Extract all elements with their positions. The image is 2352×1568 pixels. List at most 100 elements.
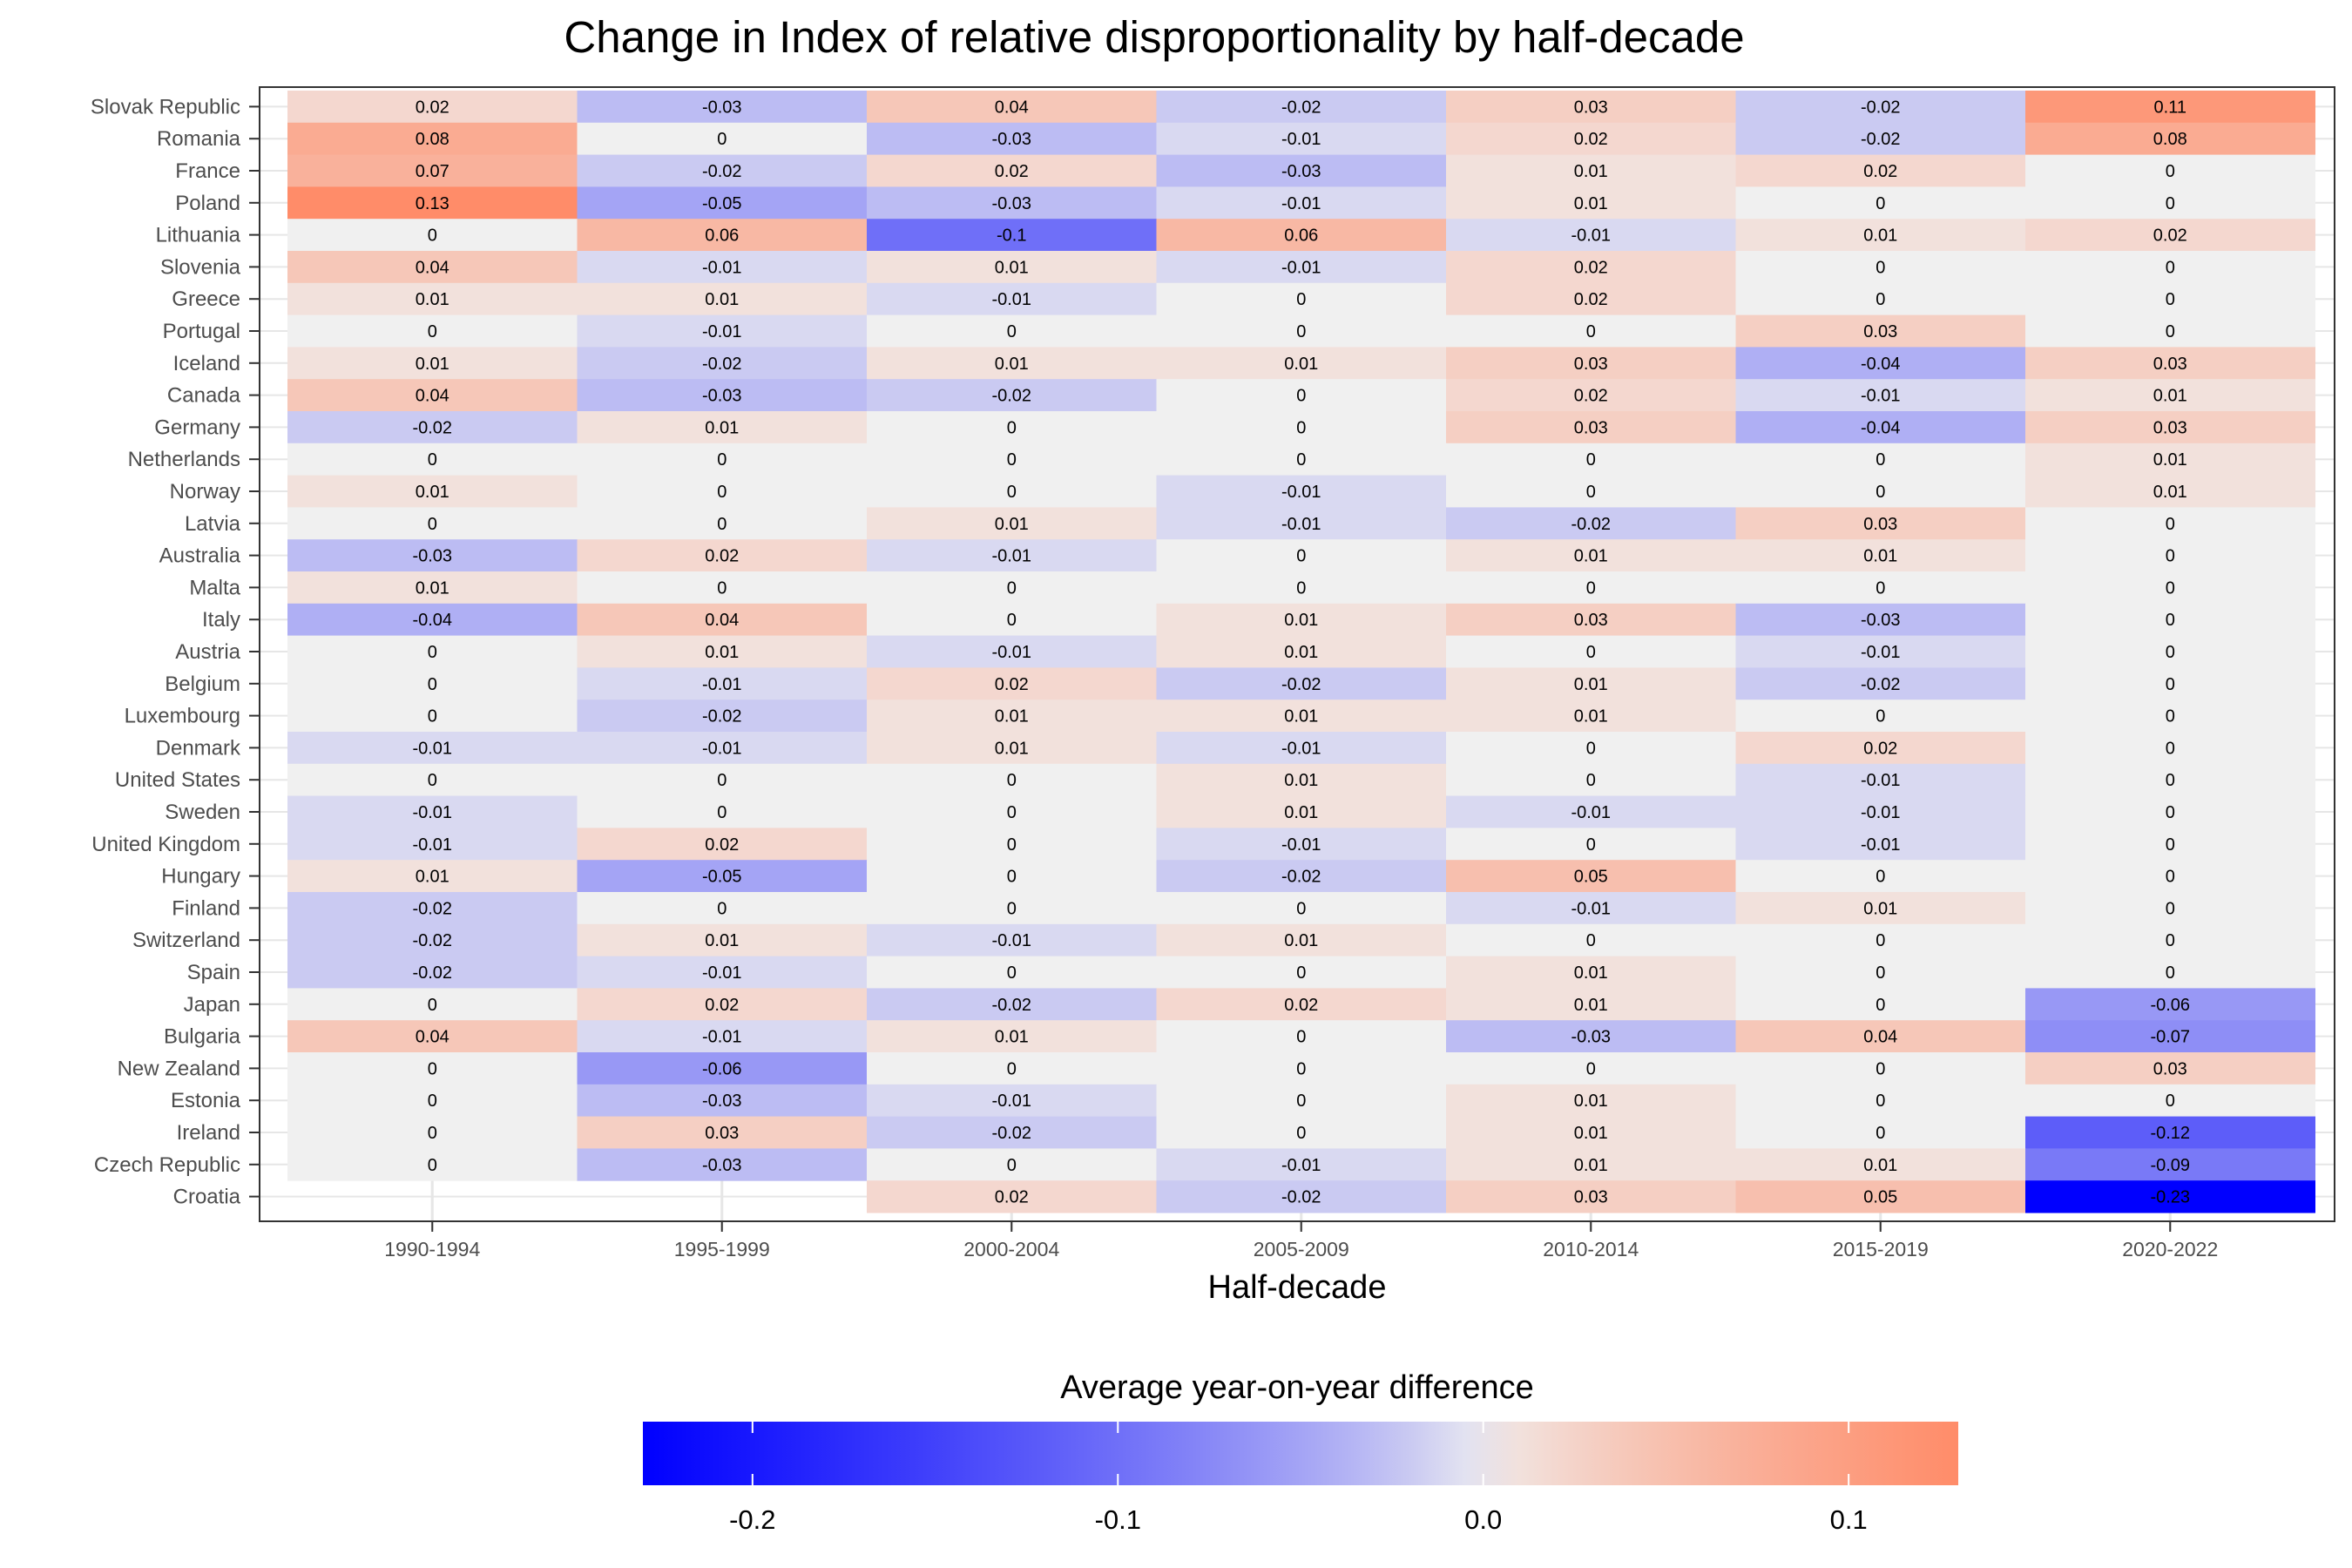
heatmap-cell (577, 700, 868, 733)
heatmap-cell (1735, 314, 2026, 348)
y-tick-label: Luxembourg (125, 705, 240, 728)
cell-value-label: 0.02 (1284, 996, 1318, 1015)
cell-value-label: 0 (1876, 1124, 1885, 1143)
heatmap-cell (287, 828, 578, 861)
cell-value-label: 0 (2166, 1092, 2175, 1111)
cell-value-label: 0.01 (1574, 707, 1608, 727)
cell-value-label: 0.03 (1574, 418, 1608, 437)
y-tick-label: Hungary (161, 865, 240, 889)
heatmap-cell (867, 475, 1157, 508)
heatmap-cell (1735, 1020, 2026, 1053)
cell-value-label: -0.02 (412, 418, 452, 437)
heatmap-cell (1735, 219, 2026, 252)
heatmap-cell (1446, 1052, 1736, 1085)
cell-value-label: 0.01 (1863, 1156, 1897, 1175)
heatmap-cell (867, 411, 1157, 444)
y-tick-label: Norway (170, 480, 240, 504)
heatmap-cell (867, 1180, 1157, 1213)
cell-value-label: 0 (1876, 450, 1885, 470)
y-tick-label: Japan (184, 993, 240, 1017)
cell-value-label: 0.01 (1574, 547, 1608, 566)
heatmap-cell (1446, 91, 1736, 124)
heatmap-cell (287, 923, 578, 957)
cell-value-label: 0.03 (1863, 322, 1897, 341)
cell-value-label: 0 (717, 483, 727, 502)
cell-value-label: -0.01 (1281, 258, 1321, 277)
heatmap-cell (287, 603, 578, 637)
cell-value-label: 0 (1007, 450, 1017, 470)
cell-value-label: -0.01 (702, 739, 742, 758)
heatmap-cell (2025, 732, 2315, 765)
heatmap-cell (1446, 603, 1736, 637)
heatmap-cell (1446, 539, 1736, 572)
cell-value-label: 0.01 (995, 258, 1029, 277)
heatmap-cell (1446, 443, 1736, 476)
heatmap-cell (867, 860, 1157, 893)
cell-value-label: -0.03 (702, 1156, 742, 1175)
heatmap-cell (1446, 282, 1736, 316)
heatmap-cell (867, 91, 1157, 124)
cell-value-label: 0 (1007, 899, 1017, 918)
cell-value-label: 0.03 (1574, 355, 1608, 374)
heatmap-cell (2025, 154, 2315, 187)
heatmap-cell (1156, 1020, 1447, 1053)
heatmap-cell (1156, 667, 1447, 700)
cell-value-label: 0.01 (1574, 996, 1608, 1015)
cell-value-label: 0.03 (2153, 1059, 2187, 1078)
cell-value-label: 0.01 (995, 707, 1029, 727)
legend-tick-label: 0.1 (1830, 1504, 1868, 1535)
heatmap-cell (867, 635, 1157, 668)
heatmap-cell (1735, 571, 2026, 605)
cell-value-label: 0.02 (1574, 258, 1608, 277)
cell-value-label: 0 (1296, 578, 1306, 598)
heatmap-cell (867, 507, 1157, 540)
cell-value-label: -0.02 (1281, 1188, 1321, 1207)
cell-value-label: -0.09 (2150, 1156, 2190, 1175)
heatmap-cell (577, 219, 868, 252)
cell-value-label: 0 (1296, 322, 1306, 341)
cell-value-label: 0.01 (1574, 963, 1608, 983)
cell-value-label: 0 (428, 996, 437, 1015)
cell-value-label: 0 (428, 675, 437, 694)
cell-value-label: -0.01 (1861, 387, 1901, 406)
cell-value-label: 0 (428, 771, 437, 790)
heatmap-cell (1735, 700, 2026, 733)
heatmap-cell (287, 1116, 578, 1149)
cell-value-label: 0.06 (705, 226, 739, 246)
cell-value-label: 0 (2166, 868, 2175, 887)
cell-value-label: 0.01 (1284, 771, 1318, 790)
y-tick-label: United States (115, 768, 240, 792)
cell-value-label: 0.01 (1284, 355, 1318, 374)
cell-value-label: 0.01 (416, 483, 449, 502)
y-tick-label: Bulgaria (164, 1025, 241, 1049)
cell-value-label: 0 (1876, 707, 1885, 727)
heatmap-cell (1735, 379, 2026, 412)
heatmap-cell (2025, 763, 2315, 797)
cell-value-label: 0.01 (416, 290, 449, 309)
cell-value-label: -0.01 (702, 258, 742, 277)
cell-value-label: 0 (428, 1059, 437, 1078)
y-tick-label: Switzerland (132, 929, 240, 952)
heatmap-cell (867, 1020, 1157, 1053)
x-tick-label: 1990-1994 (384, 1238, 480, 1260)
cell-value-label: 0.08 (416, 130, 449, 149)
cell-value-label: 0 (717, 803, 727, 822)
cell-value-label: 0 (1296, 899, 1306, 918)
heatmap-cell (867, 186, 1157, 220)
heatmap-cell (1735, 828, 2026, 861)
cell-value-label: 0 (1586, 1059, 1596, 1078)
cell-value-label: -0.01 (1281, 483, 1321, 502)
heatmap-cell (577, 379, 868, 412)
heatmap-cell (577, 860, 868, 893)
heatmap-cell (2025, 219, 2315, 252)
heatmap-cell (287, 892, 578, 925)
heatmap-cell (2025, 892, 2315, 925)
heatmap-cell (577, 122, 868, 156)
cell-value-label: -0.01 (1571, 226, 1611, 246)
cell-value-label: 0.01 (1574, 1092, 1608, 1111)
cell-value-label: 0 (1007, 418, 1017, 437)
cell-value-label: 0 (1876, 194, 1885, 213)
cell-value-label: 0.05 (1863, 1188, 1897, 1207)
y-tick-label: Canada (167, 384, 241, 408)
heatmap-cell (287, 988, 578, 1021)
